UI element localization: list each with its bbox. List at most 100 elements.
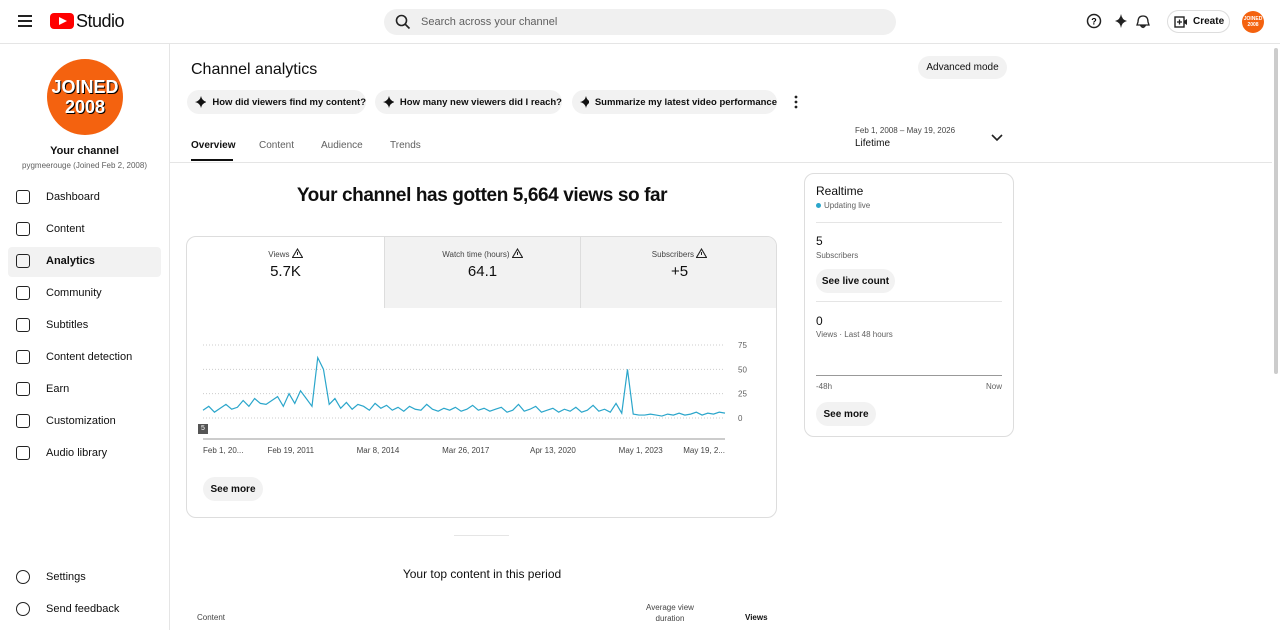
logo-icon[interactable] [50,13,74,29]
nav-label: Customization [46,415,116,427]
more-icon[interactable] [793,95,799,109]
account-avatar[interactable]: JOINED 2008 [1242,11,1264,33]
search-box[interactable] [384,9,896,35]
menu-button[interactable] [18,15,32,27]
realtime-end: Now [986,382,1003,391]
nav-label: Subtitles [46,319,89,331]
date-range[interactable]: Feb 1, 2008 – May 19, 2026 [855,126,956,135]
see-more-button[interactable]: See more [203,477,263,501]
nav-label: Earn [46,383,70,395]
create-button[interactable] [1167,10,1230,33]
nav-item[interactable]: Audio library [16,445,107,461]
metric-label-text: Watch time (hours) [442,250,510,259]
x-tick-label: Apr 13, 2020 [530,446,576,455]
metric-label-text: Subscribers [651,250,694,259]
search-placeholder: Search across your channel [421,16,558,28]
x-tick-label: Mar 26, 2017 [442,446,490,455]
svg-text:?: ? [1091,17,1097,27]
prompt-label: How many new viewers did I reach? [399,96,562,108]
tab-underline [191,159,233,161]
header-icons[interactable]: ? [1086,13,1156,31]
footer-item[interactable]: Send feedback [16,601,119,617]
tab[interactable]: Content [259,140,295,151]
tab[interactable]: Overview [191,140,236,151]
nav-icon [16,318,30,332]
x-tick-label: May 1, 2023 [619,446,664,455]
views-label: Views · Last 48 hours [816,330,893,339]
nav-icon [16,382,30,396]
page-title: Channel analytics [191,61,318,78]
sparkle-icon [195,96,207,108]
nav-label: Dashboard [46,191,100,203]
nav-icon [16,190,30,204]
realtime-card [804,173,1014,437]
x-tick-label: Feb 19, 2011 [267,446,314,455]
x-tick-label: May 19, 2... [683,446,725,455]
metric-value: 5.7K [270,263,301,280]
metric-tab-bg[interactable] [384,237,582,308]
subscribers-label: Subscribers [816,251,859,260]
nav-icon [16,350,30,364]
column-header: Content [197,613,226,622]
nav-label: Community [46,287,102,299]
section-divider [454,535,509,536]
nav-item[interactable]: Customization [16,413,116,429]
subscribers-value: 5 [816,234,823,248]
prompt-chip[interactable]: How did viewers find my content? [187,90,366,114]
advanced-mode-button[interactable]: Advanced mode [918,56,1007,79]
sparkle-icon [580,96,589,108]
logo-text[interactable]: Studio [76,11,125,31]
nav-label: Settings [46,571,86,583]
y-tick-label: 25 [738,390,747,399]
column-header: Views [745,613,768,622]
realtime-divider [816,301,1002,302]
live-count-button[interactable]: See live count [816,269,895,293]
prompt-chip[interactable]: How many new viewers did I reach? [375,90,562,114]
date-period[interactable]: Lifetime [855,138,891,149]
nav-icon [16,570,30,584]
nav-item[interactable]: Content detection [16,349,132,365]
realtime-axis [816,375,1002,376]
nav-item[interactable]: Earn [16,381,69,397]
warning-icon [511,247,524,259]
metric-label: Subscribers [581,247,778,259]
nav-item[interactable]: Content [16,221,85,237]
nav-label: Analytics [46,255,95,267]
tabs-divider [170,162,1272,163]
nav-label: Audio library [46,447,108,459]
nav-label: Send feedback [46,603,120,615]
realtime-status: Updating live [824,201,871,210]
nav-label: Content [46,223,85,235]
channel-subtitle: pygmeerouge (Joined Feb 2, 2008) [22,161,147,170]
create-label[interactable]: Create [1193,16,1225,27]
x-tick-label: Mar 8, 2014 [357,446,400,455]
scrollbar[interactable] [1274,48,1278,374]
header [0,0,1280,44]
prompt-chip[interactable]: Summarize my latest video performance [572,90,777,114]
create-icon [1174,16,1187,28]
sidebar [0,44,170,630]
tab[interactable]: Audience [321,140,363,151]
nav-icon [16,602,30,616]
prompt-label: Summarize my latest video performance [594,96,777,108]
avatar-line: JOINED [51,77,119,97]
nav-icon [16,286,30,300]
nav-item[interactable]: Subtitles [16,317,88,333]
tab[interactable]: Trends [390,140,421,151]
nav-icon [16,254,30,268]
date-chevron[interactable] [991,134,1003,142]
nav-item[interactable]: Community [16,285,102,301]
warning-icon [291,247,304,259]
live-dot [816,203,821,208]
metric-tab-bg[interactable] [580,237,776,308]
nav-item[interactable]: Dashboard [16,189,100,205]
metric-value: 64.1 [467,263,498,280]
realtime-see-more[interactable]: See more [816,402,876,426]
footer-item[interactable]: Settings [16,569,86,585]
top-content-title: Your top content in this period [402,567,562,581]
nav-icon [16,222,30,236]
nav-item[interactable]: Analytics [16,253,95,269]
y-tick-label: 75 [738,341,747,350]
views-value: 0 [816,314,823,328]
channel-avatar[interactable]: JOINED 2008 [47,59,123,135]
